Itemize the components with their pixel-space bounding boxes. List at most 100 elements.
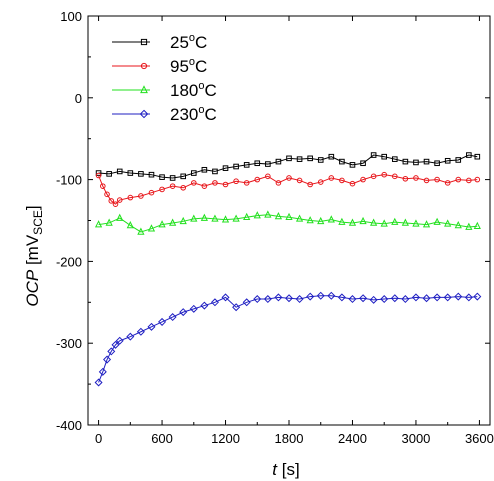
data-point-circle — [413, 175, 419, 181]
y-axis-title-pre: [mV — [23, 234, 42, 270]
data-point-diamond — [263, 295, 272, 304]
data-point-diamond — [327, 291, 336, 300]
data-point-triangle — [295, 214, 304, 222]
data-point-diamond — [189, 304, 198, 313]
data-point-triangle — [179, 216, 187, 225]
data-point-triangle — [348, 218, 357, 226]
data-point-diamond — [473, 292, 482, 301]
data-point-square — [423, 158, 430, 165]
data-point-circle — [180, 184, 187, 191]
data-point-circle — [112, 201, 119, 207]
series-line — [98, 174, 478, 205]
data-point-circle — [104, 191, 110, 198]
data-point-circle — [265, 173, 271, 180]
data-point-circle — [474, 176, 481, 183]
data-point-diamond — [107, 347, 116, 356]
data-point-square — [159, 174, 165, 180]
data-point-circle — [391, 173, 398, 180]
data-point-circle — [243, 180, 250, 186]
x-tick-label: 1800 — [275, 431, 304, 446]
data-point-square — [381, 153, 388, 160]
data-point-triangle — [264, 210, 272, 218]
series-line — [98, 295, 478, 383]
data-point-triangle — [140, 85, 148, 94]
data-point-diamond — [401, 295, 410, 304]
data-point-square — [243, 162, 250, 168]
data-point-triangle — [317, 216, 325, 225]
data-point-square — [148, 171, 155, 178]
legend-label: 25oC — [170, 32, 207, 52]
data-point-triangle — [221, 215, 230, 223]
data-point-diamond — [295, 295, 304, 304]
data-point-circle — [296, 177, 303, 184]
legend: 25oC 95oC 180oC 230oC — [112, 32, 217, 124]
data-point-circle — [349, 180, 356, 187]
data-point-triangle — [147, 224, 156, 232]
data-point-square — [402, 158, 409, 165]
data-point-square — [349, 162, 356, 168]
data-point-diamond — [232, 303, 241, 312]
data-point-square — [360, 160, 366, 167]
data-point-diamond — [348, 295, 357, 304]
data-point-square — [296, 156, 303, 162]
data-point-square — [106, 171, 112, 177]
data-point-square — [286, 155, 292, 162]
data-point-diamond — [179, 308, 188, 317]
data-point-diamond — [242, 298, 251, 307]
data-point-triangle — [338, 217, 346, 225]
data-point-diamond — [200, 301, 209, 310]
x-axis-title-italic: t — [272, 460, 278, 479]
data-point-diamond — [454, 292, 463, 301]
series-layer — [94, 152, 482, 387]
data-point-circle — [275, 180, 282, 186]
data-point-square — [254, 160, 261, 167]
data-point-diamond — [337, 293, 346, 302]
data-point-square — [444, 157, 451, 164]
y-tick-label: -200 — [56, 254, 82, 269]
series-230C — [94, 291, 482, 387]
series-line — [98, 154, 478, 179]
data-point-triangle — [370, 218, 378, 226]
data-point-square — [265, 161, 271, 167]
data-point-square — [212, 168, 218, 175]
data-point-circle — [138, 193, 144, 199]
data-point-circle — [307, 181, 313, 188]
data-point-triangle — [422, 220, 431, 228]
data-point-circle — [159, 186, 165, 193]
x-axis-title: t [s] — [272, 460, 299, 479]
data-point-circle — [127, 194, 134, 201]
legend-item: 25oC — [112, 32, 207, 52]
data-point-circle — [169, 183, 176, 189]
y-tick-label: -300 — [56, 336, 82, 351]
data-point-diamond — [139, 109, 149, 119]
data-point-triangle — [454, 220, 462, 229]
x-tick-label: 0 — [95, 431, 102, 446]
data-point-diamond — [253, 295, 262, 304]
y-axis-title-post: ] — [23, 205, 42, 210]
data-point-triangle — [190, 214, 198, 222]
data-point-triangle — [274, 211, 283, 220]
data-point-circle — [148, 189, 155, 196]
data-point-diamond — [103, 355, 112, 364]
series-25C — [95, 152, 481, 181]
data-point-diamond — [443, 293, 452, 302]
data-point-square — [455, 157, 462, 163]
data-point-circle — [339, 177, 345, 184]
data-point-square — [391, 156, 398, 162]
data-point-circle — [222, 181, 229, 188]
axes: 0 600 1200 1800 2400 3000 3600 -400 -300 -200 -100… — [56, 9, 494, 446]
data-point-triangle — [412, 219, 420, 227]
data-point-diamond — [115, 336, 124, 345]
data-point-triangle — [94, 220, 103, 228]
x-tick-label: 1200 — [211, 431, 240, 446]
y-axis-title-sub: SCE — [31, 210, 45, 235]
data-point-diamond — [464, 293, 473, 302]
data-point-square — [275, 158, 282, 165]
data-point-diamond — [98, 367, 107, 376]
data-point-diamond — [168, 313, 177, 322]
data-point-triangle — [232, 214, 240, 222]
data-point-triangle — [306, 216, 314, 224]
data-point-triangle — [444, 219, 452, 227]
data-point-triangle — [243, 212, 251, 221]
